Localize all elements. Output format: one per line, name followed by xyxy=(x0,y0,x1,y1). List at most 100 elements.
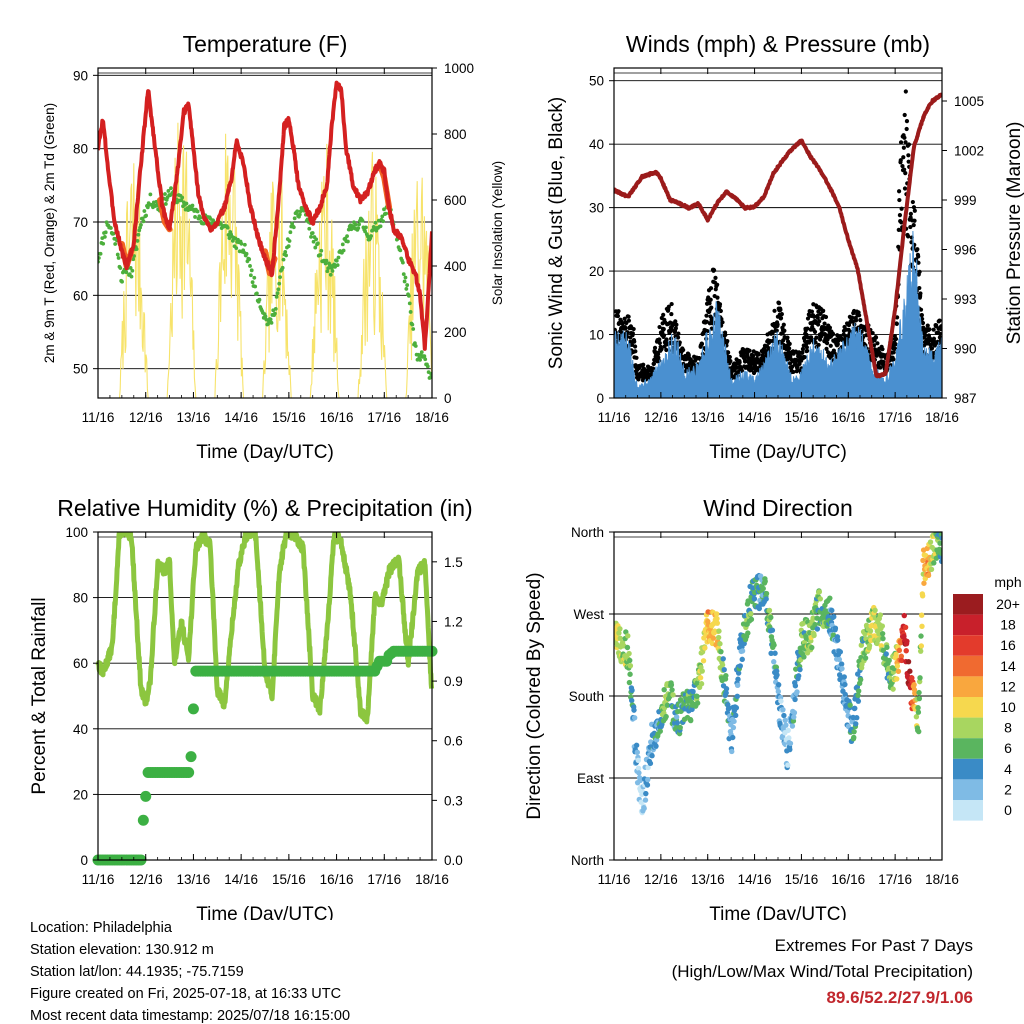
gust-point xyxy=(816,342,821,348)
direction-point xyxy=(792,696,798,703)
gust-point xyxy=(925,323,930,328)
direction-point xyxy=(838,661,845,667)
direction-point xyxy=(912,690,918,696)
gust-point xyxy=(622,316,627,321)
direction-point xyxy=(790,718,797,724)
direction-point xyxy=(697,675,704,681)
dewpoint-point xyxy=(340,242,345,247)
gust-point xyxy=(781,338,786,343)
gust-point xyxy=(664,337,669,342)
gust-point xyxy=(623,326,628,331)
direction-point xyxy=(785,762,791,768)
direction-point xyxy=(902,624,909,630)
solar-insolation-line xyxy=(357,151,388,398)
direction-point xyxy=(645,764,651,771)
y-tick-label: 50 xyxy=(589,74,604,89)
direction-point xyxy=(766,607,773,614)
gust-point xyxy=(666,304,671,309)
dewpoint-point xyxy=(274,295,279,299)
gust-point xyxy=(669,311,674,317)
x-tick-label: 12/16 xyxy=(644,410,678,425)
direction-point xyxy=(858,642,865,648)
direction-point xyxy=(771,659,777,665)
direction-point xyxy=(842,691,848,698)
dewpoint-point xyxy=(328,272,333,277)
gust-point xyxy=(939,324,942,329)
y-right-tick-label: 0.0 xyxy=(444,853,463,868)
direction-point xyxy=(789,723,796,729)
direction-point xyxy=(772,650,778,656)
direction-point xyxy=(921,580,927,586)
direction-point xyxy=(710,635,717,641)
direction-point xyxy=(911,682,917,688)
direction-point xyxy=(631,707,637,713)
gust-point xyxy=(728,359,733,364)
x-tick-label: 14/16 xyxy=(224,872,258,887)
gust-point xyxy=(809,309,815,314)
gust-point xyxy=(904,118,910,124)
gust-point xyxy=(932,339,937,344)
direction-point xyxy=(745,598,751,604)
dewpoint-point xyxy=(244,251,249,256)
gust-point xyxy=(705,328,710,334)
direction-point xyxy=(916,728,922,735)
direction-point xyxy=(854,715,860,721)
gust-point xyxy=(912,218,917,223)
gust-point xyxy=(902,186,908,191)
dewpoint-point xyxy=(254,291,259,296)
direction-point xyxy=(855,692,861,698)
gust-point xyxy=(817,319,822,324)
direction-point xyxy=(780,706,786,713)
y-axis-label: Direction (Colored By Speed) xyxy=(524,572,545,819)
y-right-tick-label: 987 xyxy=(954,391,977,406)
direction-point xyxy=(732,712,739,719)
gust-point xyxy=(906,153,911,158)
y-tick-label: 10 xyxy=(589,328,604,343)
gust-point xyxy=(902,135,907,140)
dewpoint-point xyxy=(357,222,361,227)
direction-point xyxy=(842,681,848,688)
gust-point xyxy=(778,307,783,312)
gust-point xyxy=(938,331,942,336)
dewpoint-point xyxy=(382,207,386,212)
direction-point xyxy=(898,653,905,659)
solar-insolation-line xyxy=(405,177,432,398)
dewpoint-point xyxy=(307,226,312,231)
colorbar-label: 14 xyxy=(1000,658,1016,674)
direction-point xyxy=(855,688,862,694)
x-tick-label: 17/16 xyxy=(878,410,912,425)
solar-insolation-line xyxy=(166,122,197,398)
gust-point xyxy=(709,305,714,310)
dewpoint-point xyxy=(141,219,146,224)
figure: 11/16 12/16 13/16 14/16 15/16 16/16 17/16 18/16… xyxy=(29,31,1024,920)
direction-point xyxy=(775,688,782,695)
gust-point xyxy=(825,341,830,346)
gust-point xyxy=(824,346,829,351)
direction-point xyxy=(834,637,841,643)
gust-point xyxy=(918,307,924,312)
direction-point xyxy=(617,626,623,632)
direction-point xyxy=(904,638,910,645)
gust-point xyxy=(910,199,915,205)
colorbar-swatch xyxy=(953,717,983,739)
gust-point xyxy=(804,345,809,350)
dewpoint-point xyxy=(334,258,339,263)
dewpoint-point xyxy=(201,221,206,226)
solar-insolation-line xyxy=(454,155,483,398)
dewpoint-point xyxy=(198,215,203,220)
gust-point xyxy=(673,319,678,324)
gust-point xyxy=(787,346,792,351)
plot-area xyxy=(98,80,483,398)
gust-point xyxy=(850,315,855,320)
gust-point xyxy=(737,360,742,365)
gust-point xyxy=(917,269,922,274)
direction-point xyxy=(837,649,844,655)
direction-point xyxy=(723,690,729,696)
dewpoint-point xyxy=(381,219,386,224)
direction-point xyxy=(915,709,922,715)
x-tick-label: 18/16 xyxy=(925,410,959,425)
direction-point xyxy=(726,705,732,711)
dewpoint-point xyxy=(136,232,141,237)
direction-point xyxy=(694,700,701,706)
gust-point xyxy=(641,362,646,367)
